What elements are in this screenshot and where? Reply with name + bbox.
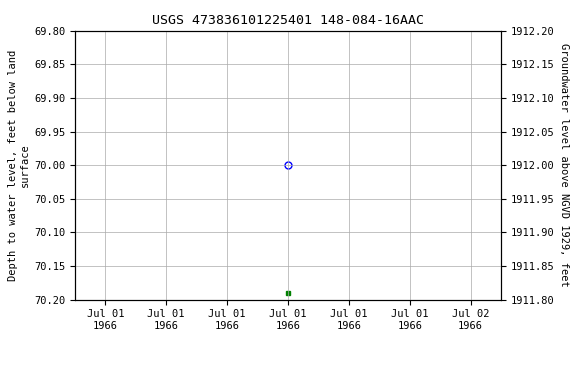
Title: USGS 473836101225401 148-084-16AAC: USGS 473836101225401 148-084-16AAC (152, 14, 424, 27)
Y-axis label: Depth to water level, feet below land
surface: Depth to water level, feet below land su… (8, 50, 30, 281)
Y-axis label: Groundwater level above NGVD 1929, feet: Groundwater level above NGVD 1929, feet (559, 43, 569, 287)
